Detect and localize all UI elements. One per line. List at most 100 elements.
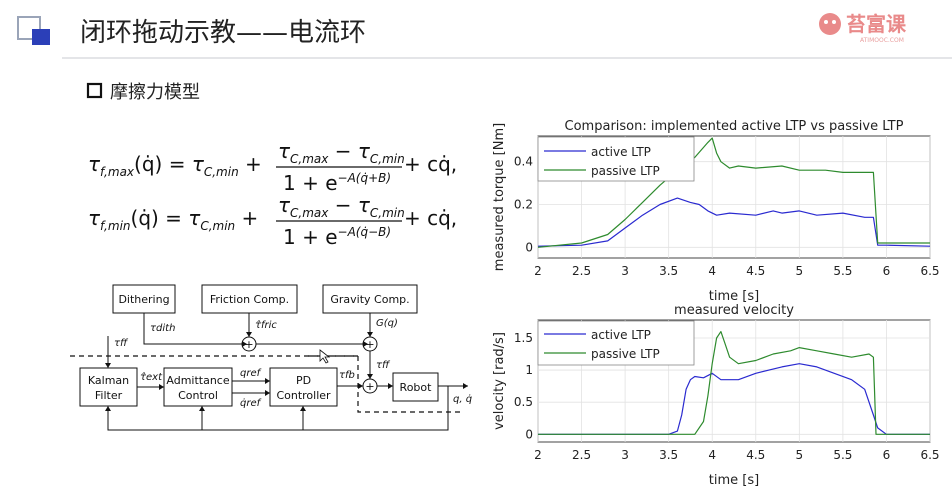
f1-lhs-sym: τ [88,152,101,176]
f2-num-minus: − [328,193,357,217]
series-line-passive [538,331,930,435]
x-tick-label: 4 [708,448,716,462]
f2-num-a: τ [278,193,291,217]
svg-text:τf,min(q̇) = τC,min +: τf,min(q̇) = τC,min + [88,206,258,233]
svg-text:1 + e−A(q̇+B): 1 + e−A(q̇+B) [283,171,391,195]
f2-plus: + [235,206,258,230]
chart-velocity-legend-active: active LTP [591,328,651,342]
y-tick-label: 1 [525,363,533,377]
x-tick-label: 5 [796,448,804,462]
chart-torque-legend: active LTP passive LTP [537,136,695,182]
svg-text:τf,max(q̇) = τC,min +: τf,max(q̇) = τC,min + [88,152,262,179]
x-tick-label: 2 [534,448,542,462]
brand-logo: 苔富课 ATIMOOC.COM [819,12,907,44]
svg-text:τC,max − τC,min: τC,max − τC,min [278,193,405,220]
block-pd-label-2: Controller [276,389,331,402]
x-tick-label: 6 [883,448,891,462]
chart-torque-ylabel: measured torque [Nm] [492,123,507,271]
f2-den-base: 1 + e [283,225,338,249]
f1-den-exp: −A(q̇+B) [338,171,392,185]
f2-num-a-sub: C,max [290,206,329,220]
chart-torque-title: Comparison: implemented active LTP vs pa… [565,119,904,134]
chart-velocity-legend-passive: passive LTP [591,347,660,361]
block-gravity-label: Gravity Comp. [330,293,409,306]
sig-q-ref: qref [240,368,262,379]
chart-velocity: 2 2.5 3 3.5 4 4.5 5 5.5 6 6.5 0 0.5 1 1.5 measured v… [492,303,940,488]
f1-plus: + [239,152,262,176]
y-tick-label: 0.4 [514,155,533,169]
f2-lhs-arg: (q̇) = [131,206,189,230]
y-tick-label: 0 [525,240,533,254]
y-tick-label: 1.5 [514,331,533,345]
block-friction [201,284,298,314]
chart-velocity-title: measured velocity [674,303,794,318]
block-friction-label: Friction Comp. [210,293,289,306]
chart-velocity-xticks: 2 2.5 3 3.5 4 4.5 5 5.5 6 6.5 [534,448,939,462]
brand-logo-sub: ATIMOOC.COM [860,37,904,44]
svg-text:+: + [244,338,253,351]
sig-tau-ff-left: τff [114,338,129,349]
sig-qdot-ref: q̇ref [240,397,262,409]
f1-num-a-sub: C,max [290,152,329,166]
block-pd [269,367,338,407]
sig-q-out: q, q̇ [453,393,472,405]
chart-torque-yticks: 0 0.2 0.4 [514,155,533,255]
x-tick-label: 5.5 [833,448,852,462]
y-tick-label: 0 [525,427,533,441]
section-heading: 摩擦力模型 [110,82,200,103]
svg-text:+: + [365,338,374,351]
f1-num-a: τ [278,139,291,163]
chart-torque-legend-passive: passive LTP [591,164,660,178]
block-kalman-label-1: Kalman [88,374,129,387]
chart-velocity-yticks: 0 0.5 1 1.5 [514,331,533,441]
diagram-arrowheads [105,332,468,411]
chart-torque-series [537,137,931,248]
chart-velocity-xlabel: time [s] [709,473,759,488]
slide-title: 闭环拖动示教——电流环 [80,18,366,48]
block-gravity [322,284,418,314]
chart-torque-legend-box [537,136,695,182]
x-tick-label: 6 [883,264,891,278]
sig-tau-dith: τdith [150,323,175,334]
block-dithering [112,284,176,314]
x-tick-label: 2.5 [572,264,591,278]
series-line-passive [537,137,930,248]
x-tick-label: 3.5 [659,264,678,278]
svg-text:τC,max − τC,min: τC,max − τC,min [278,139,405,166]
x-tick-label: 6.5 [920,264,939,278]
x-tick-label: 3.5 [659,448,678,462]
title-deco-square [32,29,50,45]
f1-num-b: τ [358,139,371,163]
signal-labels: τdith τ̂fric G(q) τff τff τfb τ̂ext qref… [114,318,472,409]
f2-den-exp: −A(q̇−B) [338,225,392,239]
x-tick-label: 6.5 [920,448,939,462]
formula-min: τf,min(q̇) = τC,min + τC,max − τC,min 1 … [88,193,457,249]
f1-num-minus: − [328,139,357,163]
x-tick-label: 4.5 [746,264,765,278]
block-admittance [163,367,233,407]
chart-velocity-series [538,331,930,435]
x-tick-label: 4 [708,264,716,278]
x-tick-label: 2.5 [572,448,591,462]
f1-lhs-sub: f,max [100,165,135,179]
block-dithering-label: Dithering [118,293,169,306]
f2-num-b: τ [358,193,371,217]
y-tick-label: 0.5 [514,395,533,409]
sig-tau-fb: τfb [339,370,355,381]
block-pd-label-1: PD [296,374,311,387]
x-tick-label: 4.5 [746,448,765,462]
block-admittance-label-2: Control [178,389,218,402]
chart-torque-legend-active: active LTP [591,145,651,159]
f2-lhs-sub: f,min [100,219,130,233]
f1-t1-sub: C,min [204,165,239,179]
block-diagram: Dithering Friction Comp. Gravity Comp. K… [70,284,472,431]
block-kalman-label-2: Filter [95,389,123,402]
chart-velocity-grid [537,320,931,442]
x-tick-label: 5 [796,264,804,278]
f1-den-base: 1 + e [283,171,338,195]
block-robot [392,372,439,402]
chart-velocity-legend-box [537,320,695,366]
f2-tail: + cq̇, [404,206,457,230]
block-robot-label: Robot [400,381,433,394]
x-tick-label: 3 [621,448,629,462]
